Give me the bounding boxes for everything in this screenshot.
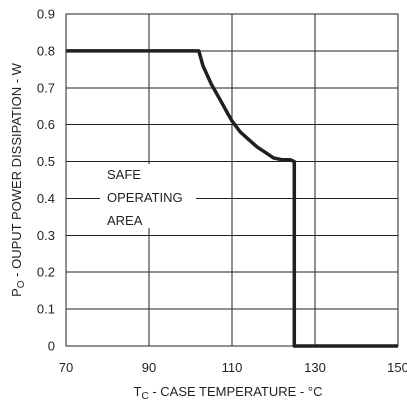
y-tick-label: 0.5 <box>37 154 55 169</box>
y-tick-label: 0.7 <box>37 80 55 95</box>
y-tick-label: 0.6 <box>37 117 55 132</box>
x-tick-label: 90 <box>142 360 156 375</box>
x-tick-label: 150 <box>387 360 407 375</box>
y-tick-label: 0.4 <box>37 191 55 206</box>
y-tick-label: 0.8 <box>37 43 55 58</box>
x-tick-label: 110 <box>222 360 243 375</box>
y-tick-label: 0.9 <box>37 7 55 22</box>
power-curve <box>66 49 398 348</box>
annotation-line: AREA <box>107 213 143 228</box>
plot-frame <box>65 13 399 347</box>
y-axis-label: PO - OUPUT POWER DISSIPATION - W <box>9 62 27 297</box>
x-tick-label: 130 <box>304 360 326 375</box>
y-tick-label: 0.3 <box>37 228 55 243</box>
y-tick-label: 0 <box>48 339 55 354</box>
tick-labels: 0 0.1 0.2 0.3 0.4 0.5 0.6 0.7 0.8 0.9 70 90 110 130 15… <box>37 7 407 376</box>
y-tick-label: 0.2 <box>37 265 55 280</box>
annotation-line: OPERATING <box>107 190 183 205</box>
x-axis-label: TC - CASE TEMPERATURE - °C <box>134 384 323 402</box>
annotation-line: SAFE <box>107 167 141 182</box>
safe-operating-area-annotation: SAFE OPERATING AREA <box>100 164 196 228</box>
y-tick-label: 0.1 <box>37 302 55 317</box>
annotation-background <box>100 164 196 228</box>
x-tick-label: 70 <box>59 360 73 375</box>
